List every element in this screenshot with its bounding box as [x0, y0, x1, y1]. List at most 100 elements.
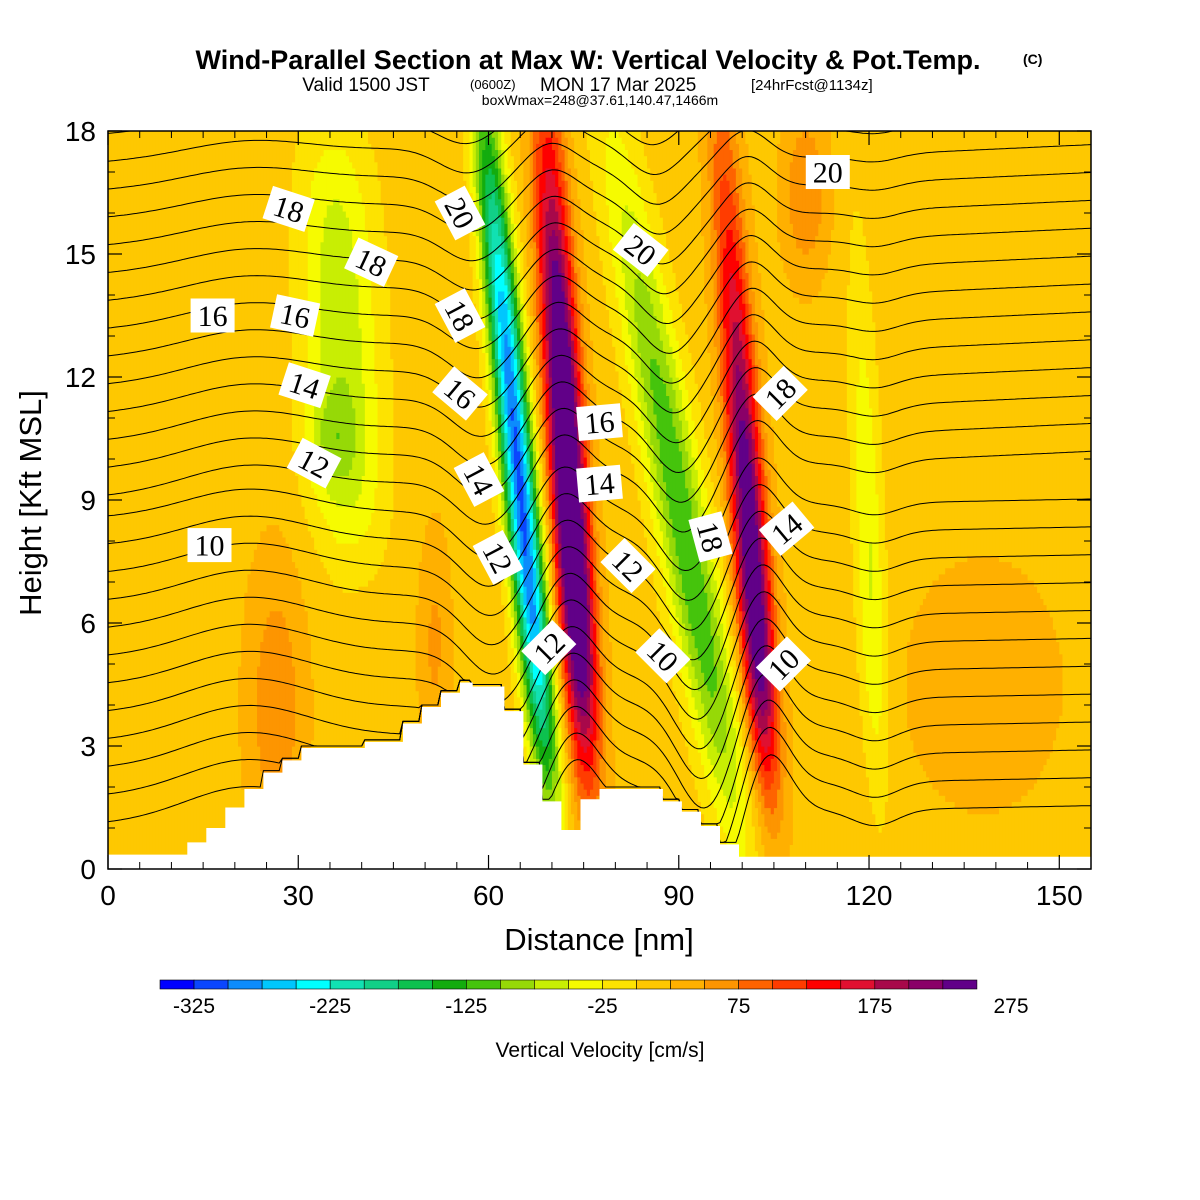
velocity-cell	[520, 592, 524, 606]
velocity-cell	[688, 469, 693, 501]
velocity-cell	[621, 143, 626, 212]
velocity-cell	[729, 807, 734, 852]
velocity-cell	[567, 782, 572, 839]
velocity-cell	[203, 131, 207, 869]
velocity-cell	[691, 456, 696, 489]
velocity-cell	[761, 764, 765, 778]
velocity-cell	[640, 198, 645, 237]
velocity-cell	[526, 653, 531, 667]
velocity-cell	[739, 487, 743, 538]
velocity-cell	[494, 432, 499, 458]
velocity-cell	[723, 327, 727, 403]
velocity-cell	[536, 549, 540, 569]
velocity-cell	[919, 131, 924, 606]
velocity-cell	[748, 653, 753, 673]
velocity-cell	[754, 321, 759, 366]
velocity-cell	[574, 727, 578, 741]
velocity-cell	[716, 635, 721, 753]
velocity-cell	[761, 573, 765, 606]
velocity-cell	[551, 149, 556, 175]
velocity-cell	[976, 813, 981, 869]
velocity-cell	[758, 432, 762, 464]
velocity-cell	[532, 487, 537, 501]
isentrope-line	[108, 131, 1091, 205]
velocity-cell	[501, 500, 505, 526]
velocity-cell	[472, 235, 477, 304]
velocity-cell	[732, 555, 737, 587]
velocity-cell	[932, 131, 937, 581]
velocity-cell	[523, 370, 528, 390]
velocity-cell	[796, 247, 800, 298]
velocity-cell	[758, 272, 762, 360]
velocity-cell	[532, 733, 537, 747]
velocity-cell	[482, 223, 486, 261]
velocity-cell	[542, 303, 547, 360]
velocity-cell	[742, 782, 746, 858]
velocity-cell	[802, 254, 807, 304]
vertical-velocity-field	[108, 131, 1091, 869]
velocity-cell	[517, 500, 521, 532]
velocity-cell	[345, 383, 350, 476]
velocity-cell	[558, 659, 563, 679]
velocity-cell	[656, 131, 661, 206]
velocity-cell	[1059, 653, 1064, 716]
velocity-cell	[348, 395, 353, 470]
colorbar-swatch	[159, 979, 195, 990]
velocity-cell	[767, 770, 772, 790]
velocity-cell	[653, 592, 658, 869]
velocity-cell	[716, 782, 721, 821]
velocity-cell	[650, 358, 655, 390]
velocity-cell	[561, 254, 566, 274]
velocity-cell	[295, 475, 299, 569]
isentrope-line	[108, 208, 1091, 295]
velocity-cell	[485, 174, 490, 243]
isentrope-line	[108, 537, 1091, 661]
velocity-cell	[561, 715, 566, 741]
velocity-cell	[783, 131, 788, 274]
velocity-cell	[320, 481, 325, 513]
velocity-cell	[818, 290, 823, 869]
velocity-cell	[567, 733, 572, 759]
velocity-cell	[570, 659, 575, 679]
velocity-cell	[992, 813, 997, 869]
velocity-cell	[840, 131, 845, 869]
velocity-cell	[320, 420, 325, 446]
velocity-cell	[647, 167, 651, 224]
velocity-cell	[767, 469, 772, 520]
velocity-cell	[678, 573, 683, 606]
velocity-cell	[751, 752, 756, 772]
velocity-cell	[999, 807, 1003, 869]
velocity-cell	[555, 469, 559, 501]
velocity-cell	[583, 266, 588, 341]
velocity-cell	[647, 456, 651, 501]
velocity-cell	[618, 137, 623, 317]
velocity-cell	[916, 758, 921, 869]
velocity-cell	[739, 746, 743, 858]
velocity-cell	[263, 131, 268, 532]
velocity-cell	[634, 174, 639, 218]
velocity-cell	[650, 180, 655, 230]
velocity-cell	[206, 131, 211, 869]
velocity-cell	[754, 807, 759, 852]
contour-label: 12	[472, 529, 524, 585]
velocity-cell	[326, 131, 331, 151]
velocity-cell	[561, 659, 566, 679]
velocity-cell	[282, 616, 287, 796]
velocity-cell	[732, 278, 737, 323]
velocity-cell	[897, 131, 902, 869]
velocity-cell	[941, 573, 946, 796]
velocity-cell	[510, 333, 515, 347]
velocity-cell	[352, 131, 356, 169]
velocity-cell	[758, 487, 762, 513]
velocity-cell	[513, 518, 518, 532]
velocity-cell	[260, 530, 264, 643]
velocity-cell	[504, 254, 509, 274]
velocity-cell	[523, 512, 528, 556]
velocity-cell	[764, 475, 769, 513]
velocity-cell	[548, 413, 553, 446]
velocity-cell	[799, 131, 804, 138]
velocity-cell	[720, 395, 724, 458]
velocity-cell	[735, 321, 740, 366]
velocity-cell	[498, 167, 502, 187]
velocity-cell	[872, 131, 876, 323]
